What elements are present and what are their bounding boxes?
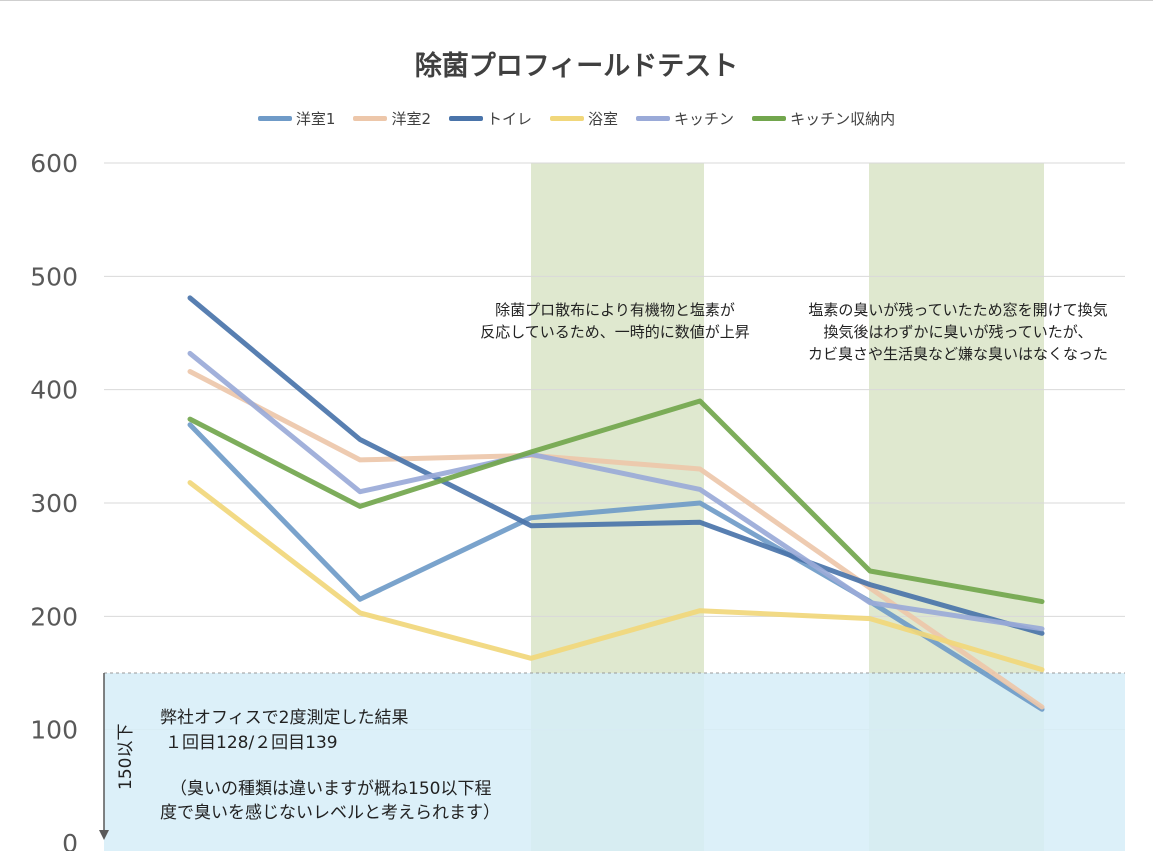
legend-swatch [257,116,292,121]
threshold-note-line: （臭いの種類は違いますが概ね150以下程 [170,779,491,799]
chart-title: 除菌プロフィールドテスト [414,51,739,82]
legend-swatch [353,116,388,121]
y-tick-label: 0 [62,829,78,851]
series-line [187,350,1045,632]
legend-label: 洋室2 [391,110,432,128]
legend-item: 洋室2 [353,108,431,129]
annotation-line: 塩素の臭いが残っていたため窓を開けて換気 [808,301,1107,319]
series-line [187,398,1045,605]
legend: 洋室1 洋室2 トイレ 浴室 キッチン キッチン収納内 [0,108,1153,129]
series-line [187,422,1045,712]
top-rule [0,0,1153,1]
y-tick-label: 100 [30,716,78,745]
legend-item: 浴室 [550,108,618,129]
y-tick-label: 300 [30,489,78,518]
y-tick-label: 500 [30,262,78,291]
y-tick-label: 200 [30,602,78,631]
threshold-arrow-head [99,830,109,840]
threshold-note-line: 度で臭いを感じないレベルと考えられます） [160,803,500,823]
legend-label: トイレ [487,110,533,128]
legend-swatch [550,116,585,121]
legend-label: 浴室 [588,110,619,128]
annotation-line: 除菌プロ散布により有機物と塩素が [495,301,735,319]
legend-label: キッチン [674,110,735,128]
annotation-line: カビ臭さや生活臭など嫌な臭いはなくなった [808,345,1108,363]
legend-item: キッチン [636,108,734,129]
threshold-label: 150以下 [116,724,136,790]
series-line [187,480,1045,673]
threshold-area [104,673,1125,851]
annotation-line: 反応しているため、一時的に数値が上昇 [480,323,750,341]
legend-swatch [636,116,671,121]
threshold-note-line: 弊社オフィスで2度測定した結果 [160,708,408,728]
legend-item: 洋室1 [257,108,336,129]
annotation-line: 換気後はわずかに臭いが残っていたが、 [824,323,1093,341]
legend-swatch [752,116,787,121]
threshold-note-line: １回目128/２回目139 [165,733,338,753]
legend-item: キッチン収納内 [752,108,895,129]
legend-item: トイレ [449,108,532,129]
legend-label: キッチン収納内 [790,110,896,128]
legend-swatch [449,116,484,121]
series-line [187,295,1045,636]
y-tick-label: 600 [30,149,78,178]
legend-label: 洋室1 [295,110,336,128]
y-tick-label: 400 [30,376,78,405]
